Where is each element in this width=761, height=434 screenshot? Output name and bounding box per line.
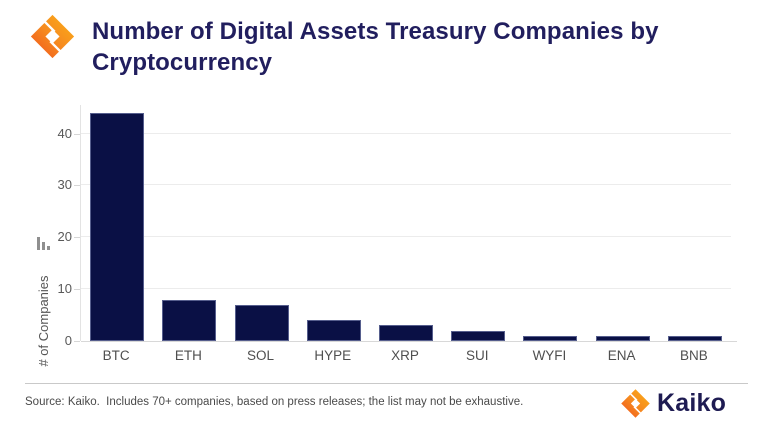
bar-xrp	[379, 325, 433, 341]
bar-sol	[234, 304, 289, 341]
y-tick-label: 40	[57, 125, 72, 141]
bar-wyfi	[523, 335, 578, 341]
source-note: Source: Kaiko. Includes 70+ companies, b…	[25, 396, 524, 408]
x-tick-label: ENA	[607, 348, 636, 363]
y-axis-title: # of Companies	[36, 275, 51, 367]
x-tick-label: ETH	[174, 348, 202, 363]
y-tick-label: 10	[57, 281, 72, 297]
x-tick-label: WYFI	[532, 348, 567, 363]
x-tick-label: XRP	[391, 348, 419, 363]
gridline	[81, 236, 731, 238]
x-tick-label: BTC	[102, 348, 130, 363]
x-axis-line	[81, 341, 737, 342]
x-tick-label: SUI	[465, 348, 489, 363]
mini-bar-chart-icon	[37, 236, 52, 250]
bar-bnb	[667, 335, 722, 341]
y-tick-label: 0	[64, 333, 72, 348]
plot-area	[80, 105, 737, 342]
kaiko-brand: Kaiko	[620, 387, 726, 420]
y-tick-mark	[74, 185, 80, 187]
y-tick-label: 20	[57, 229, 72, 245]
kaiko-logo-icon	[621, 389, 650, 418]
gridline	[81, 184, 731, 186]
bar-sui	[451, 330, 506, 341]
bar-chart: # of Companies 0 10 20 30 40 BTC ETH SOL HYPE XR…	[0, 90, 761, 375]
kaiko-wordmark: Kaiko	[657, 389, 727, 417]
footer-divider	[25, 383, 748, 384]
y-tick-label: 30	[57, 177, 72, 193]
bar-hype	[306, 320, 361, 341]
gridline	[81, 288, 731, 290]
y-tick-mark	[74, 289, 80, 291]
bar-btc	[90, 112, 145, 341]
page-title: Number of Digital Assets Treasury Compan…	[92, 18, 659, 76]
y-tick-mark	[74, 237, 80, 239]
bar-eth	[162, 299, 217, 341]
y-tick-mark	[74, 133, 80, 135]
kaiko-logo-icon	[29, 13, 76, 59]
x-tick-label: SOL	[247, 348, 275, 363]
x-tick-label: HYPE	[314, 348, 352, 363]
gridline	[81, 132, 731, 134]
bar-ena	[595, 335, 650, 341]
x-tick-label: BNB	[679, 348, 708, 363]
y-tick-mark	[74, 341, 80, 342]
